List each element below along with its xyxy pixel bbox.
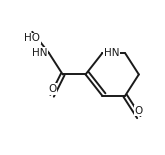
- Text: HN: HN: [32, 48, 48, 58]
- Text: O: O: [48, 84, 56, 94]
- Text: HN: HN: [104, 48, 119, 58]
- Text: O: O: [135, 106, 143, 116]
- Text: HO: HO: [24, 33, 40, 43]
